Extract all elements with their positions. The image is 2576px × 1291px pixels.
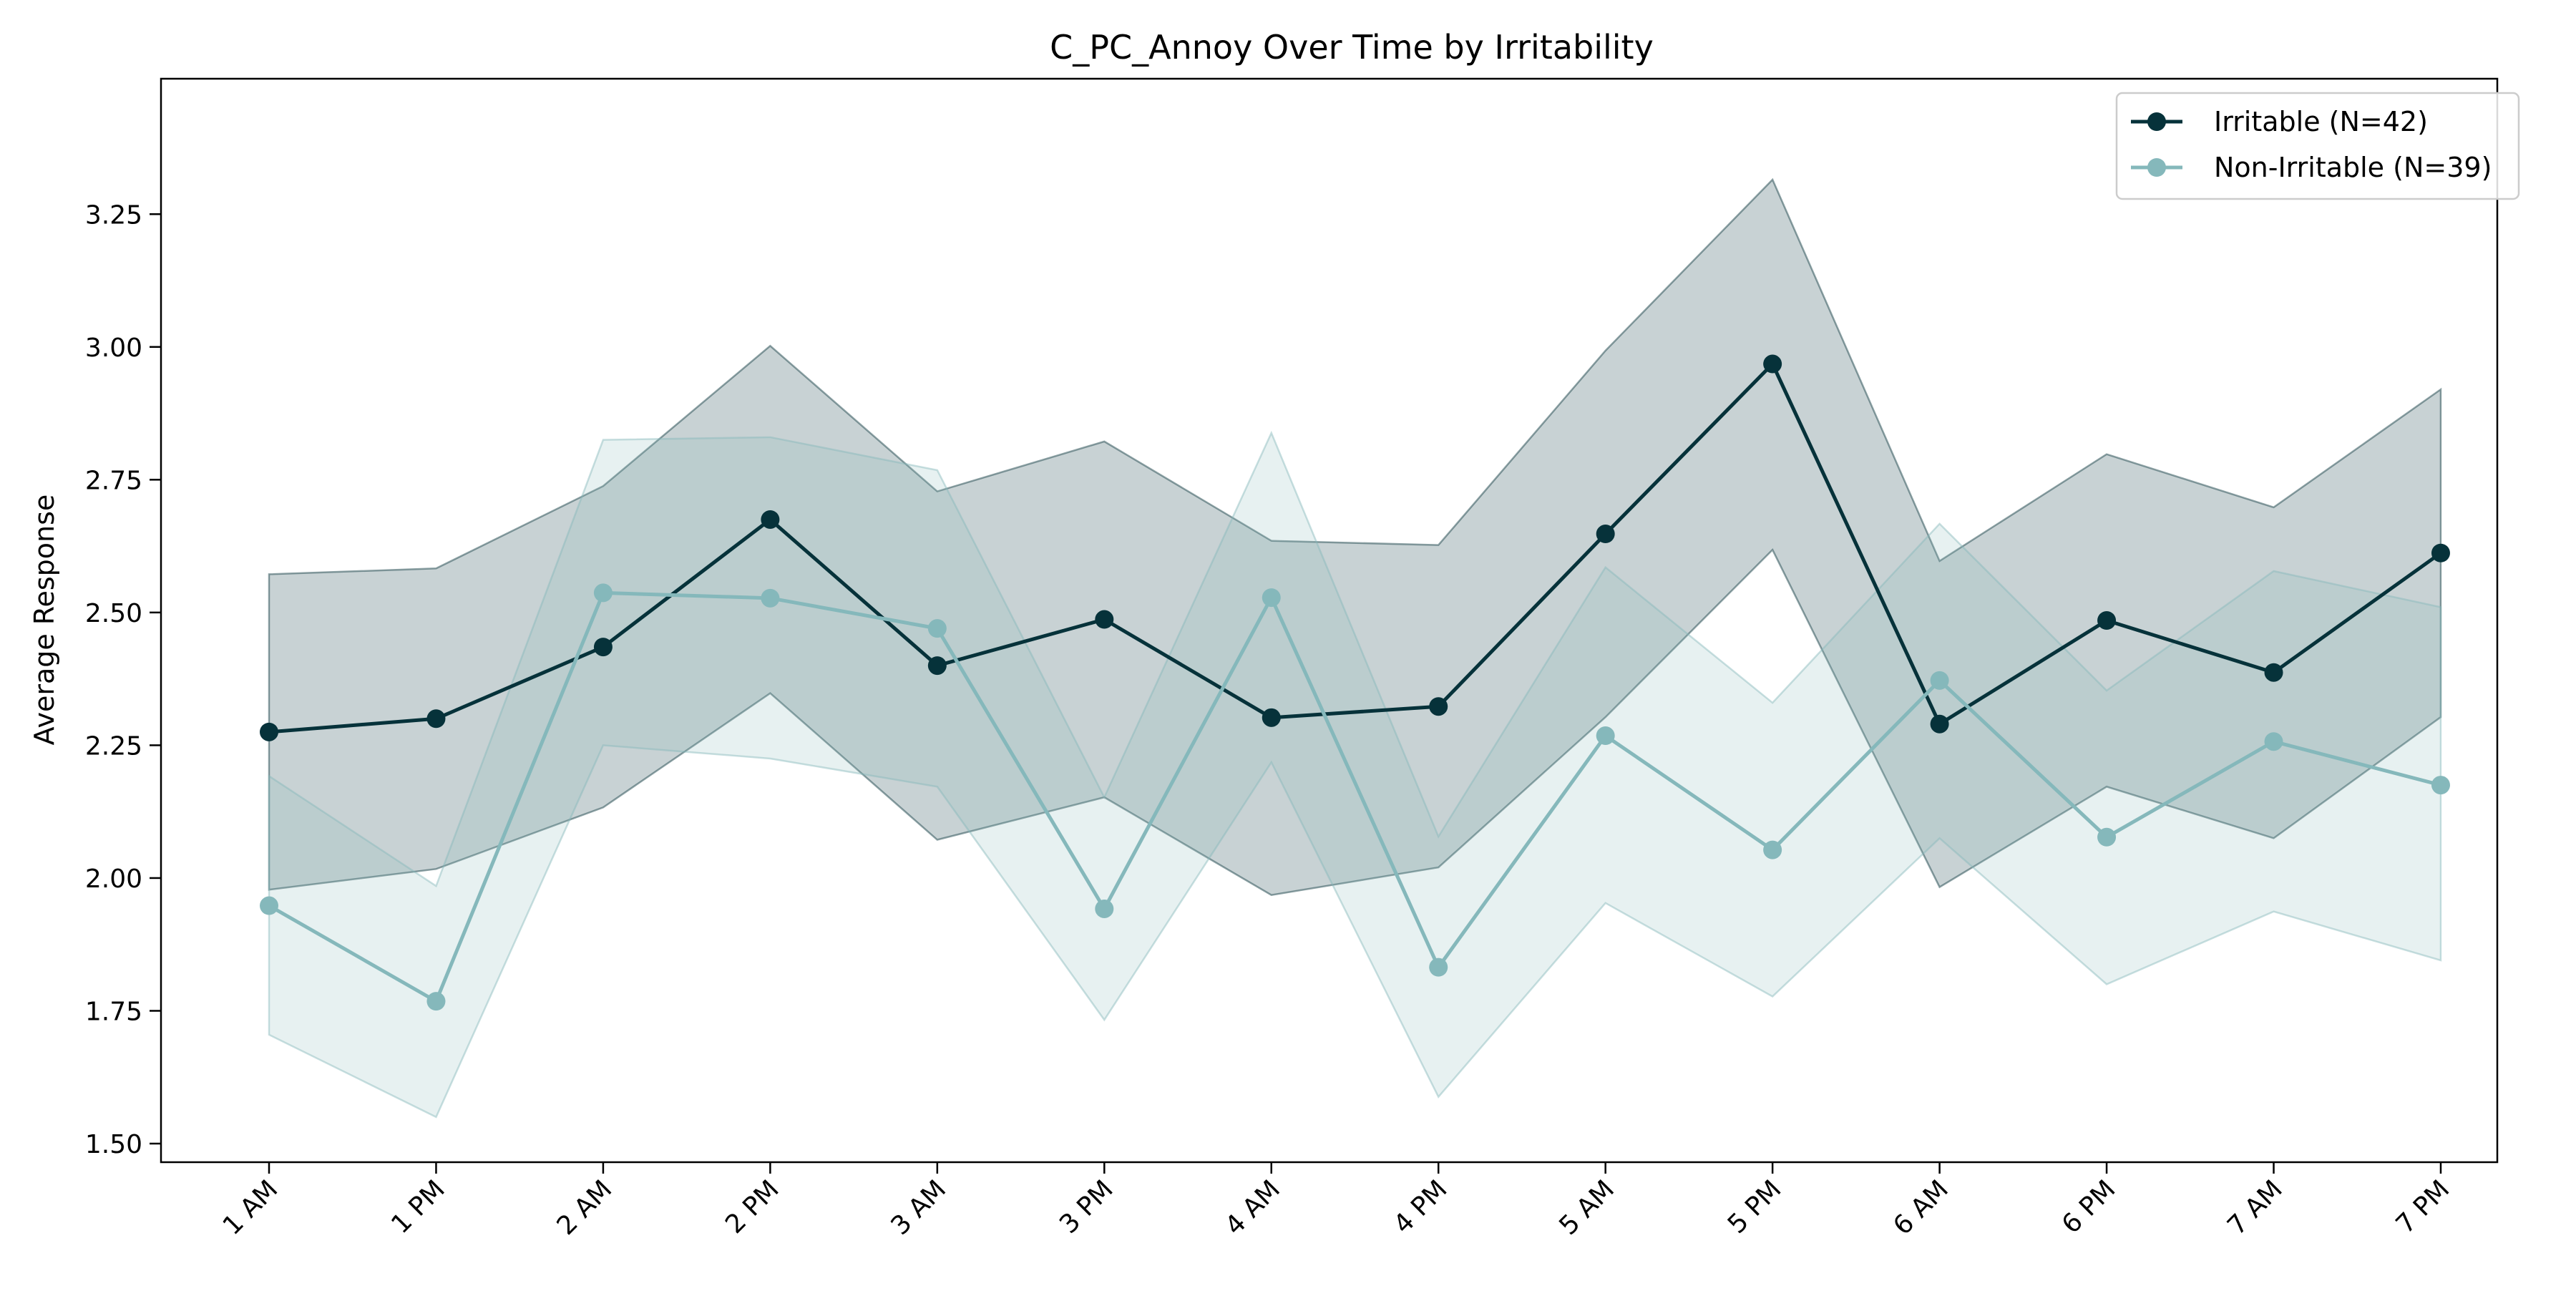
data-point-series-2 <box>1930 671 1949 690</box>
data-point-series-1 <box>1429 697 1448 716</box>
data-point-series-1 <box>927 656 947 676</box>
legend-label: Non-Irritable (N=39) <box>2214 152 2492 183</box>
x-tick-label: 3 AM <box>886 1174 952 1241</box>
series-line-1 <box>268 362 2442 734</box>
y-tick-label: 2.75 <box>85 466 142 495</box>
data-point-series-2 <box>260 896 278 915</box>
y-tick-label: 2.25 <box>85 731 142 761</box>
x-tick-label: 1 AM <box>218 1174 284 1241</box>
x-axis: 1 AM 1 PM 2 AM 2 PM 3 AM 3 PM 4 AM 4 PM 5 AM 5 PM… <box>218 1162 2456 1241</box>
y-tick-label: 3.00 <box>85 333 142 363</box>
data-point-series-1 <box>2264 663 2283 682</box>
chart-title: C_PC_Annoy Over Time by Irritability <box>1050 28 1654 67</box>
data-point-series-1 <box>1596 525 1615 544</box>
legend-marker-swatch <box>2147 158 2166 177</box>
x-tick-label: 3 PM <box>1054 1174 1119 1239</box>
data-point-series-2 <box>2097 827 2117 847</box>
x-tick-label: 2 AM <box>552 1174 618 1241</box>
data-point-series-2 <box>2431 776 2450 795</box>
x-tick-label: 7 AM <box>2222 1174 2288 1241</box>
data-point-series-2 <box>1596 726 1615 746</box>
data-point-series-2 <box>1763 840 1782 859</box>
data-point-series-2 <box>2264 732 2283 751</box>
y-tick-label: 2.50 <box>85 599 142 628</box>
legend-marker-swatch <box>2147 112 2166 131</box>
y-tick-label: 1.50 <box>85 1130 142 1159</box>
data-point-series-1 <box>1930 714 1949 734</box>
data-point-series-1 <box>2431 543 2450 562</box>
x-tick-label: 6 PM <box>2057 1174 2122 1239</box>
data-point-series-2 <box>426 992 446 1011</box>
x-tick-label: 4 PM <box>1388 1174 1453 1239</box>
x-tick-label: 1 PM <box>386 1174 451 1239</box>
data-point-series-1 <box>2097 611 2117 630</box>
series-markers <box>260 354 2450 1011</box>
confidence-band-series-1 <box>268 177 2442 897</box>
x-tick-label: 2 PM <box>720 1174 785 1239</box>
x-tick-label: 5 AM <box>1553 1174 1620 1241</box>
x-tick-label: 7 PM <box>2391 1174 2456 1239</box>
y-axis: 1.50 1.75 2.00 2.25 2.50 2.75 3.00 3.25 <box>85 200 161 1159</box>
plot-area-frame <box>160 77 2499 1164</box>
y-tick-label: 3.25 <box>85 200 142 230</box>
data-point-series-2 <box>927 619 947 638</box>
y-axis-title: Average Response <box>29 495 60 746</box>
data-point-series-2 <box>1262 588 1281 608</box>
y-tick-label: 2.00 <box>85 864 142 894</box>
legend-box <box>2115 92 2520 200</box>
data-point-series-1 <box>1262 708 1281 727</box>
data-point-series-1 <box>761 510 780 529</box>
data-point-series-1 <box>426 709 446 729</box>
y-tick-label: 1.75 <box>85 997 142 1026</box>
x-tick-label: 6 AM <box>1888 1174 1954 1241</box>
data-point-series-1 <box>593 638 613 657</box>
data-point-series-1 <box>1763 354 1782 374</box>
data-point-series-2 <box>1095 899 1114 918</box>
data-point-series-2 <box>761 588 780 608</box>
data-point-series-2 <box>593 583 613 603</box>
series-line-2 <box>268 590 2441 1003</box>
x-tick-label: 4 AM <box>1219 1174 1286 1241</box>
legend-label: Irritable (N=42) <box>2214 106 2428 137</box>
data-point-series-1 <box>1095 610 1114 629</box>
data-point-series-2 <box>1429 958 1448 977</box>
x-tick-label: 5 PM <box>1722 1174 1787 1239</box>
series-lines <box>268 362 2442 1003</box>
legend: Irritable (N=42) Non-Irritable (N=39) <box>2115 92 2520 200</box>
data-point-series-1 <box>260 722 278 741</box>
